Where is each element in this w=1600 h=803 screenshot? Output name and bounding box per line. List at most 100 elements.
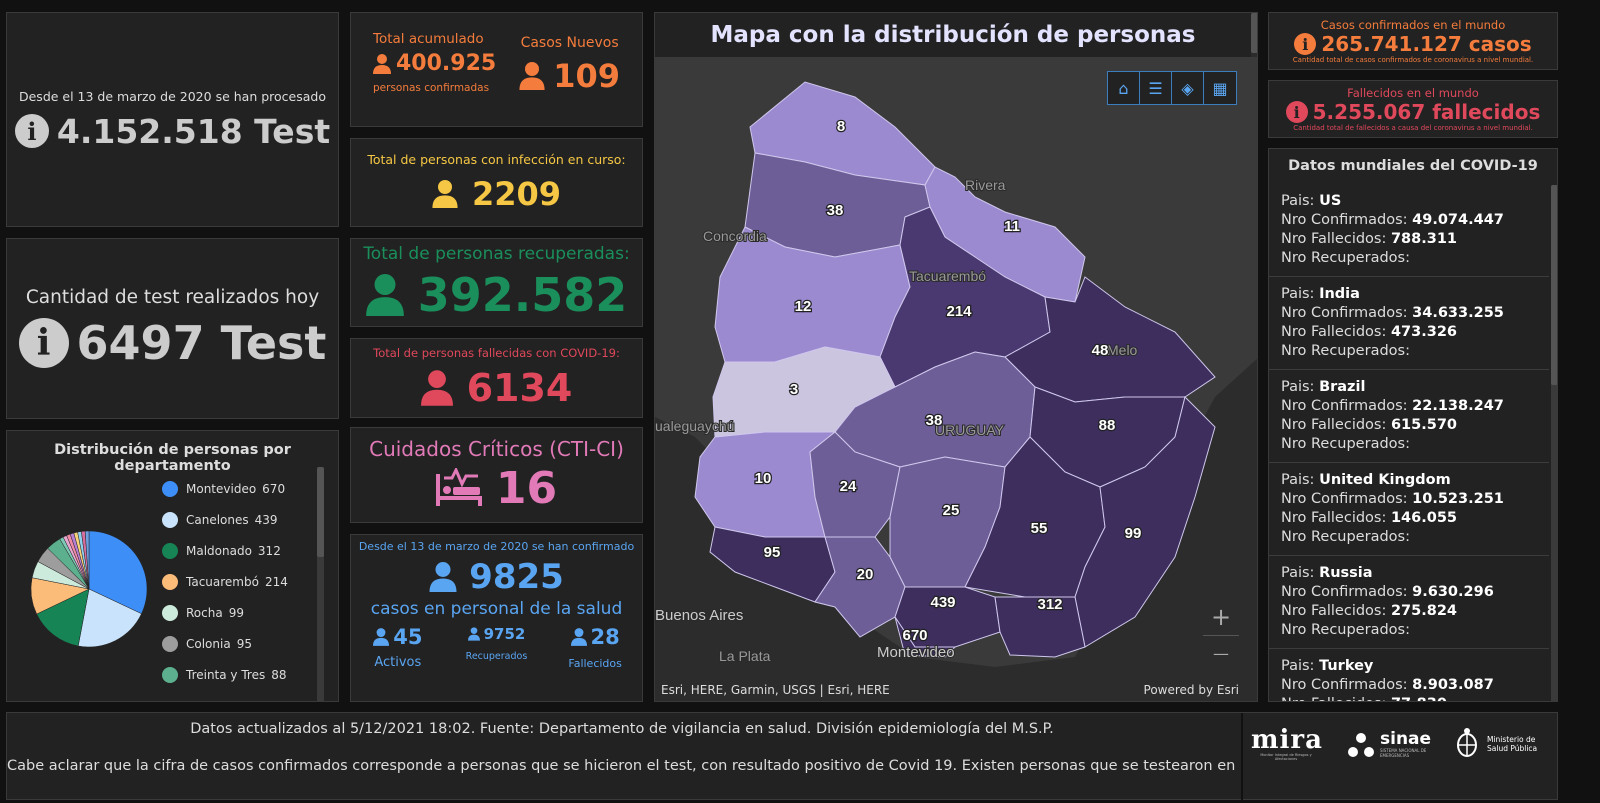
department-count-label[interactable]: 25	[941, 501, 960, 521]
department-count-label[interactable]: 439	[929, 593, 957, 613]
department-count-label[interactable]: 12	[793, 297, 812, 317]
country-confirmed-label: Nro Confirmados:	[1281, 212, 1413, 228]
legend-item[interactable]: Tacuarembó 214	[162, 566, 288, 597]
pie-slice[interactable]	[77, 588, 142, 648]
map-place-label: URUGUAY	[935, 422, 1005, 438]
department-count-label[interactable]: 48	[1090, 341, 1109, 361]
department-count-label[interactable]: 670	[901, 626, 929, 646]
country-item[interactable]: Pais: United Kingdom Nro Confirmados: 10.…	[1269, 463, 1549, 556]
legend-list-icon[interactable]: ☰	[1140, 72, 1172, 104]
world-confirmed-value: 265.741.127 casos	[1321, 32, 1532, 56]
map-attribution: Esri, HERE, Garmin, USGS | Esri, HERE	[661, 683, 890, 697]
layers-icon[interactable]: ◈	[1172, 72, 1204, 104]
country-recovered-label: Nro Recuperados:	[1281, 343, 1410, 359]
world-data-scroll-thumb[interactable]	[1551, 185, 1557, 385]
countries-list: Pais: US Nro Confirmados: 49.074.447 Nro F…	[1269, 184, 1549, 701]
person-icon	[467, 627, 480, 641]
legend-label: Treinta y Tres	[186, 667, 266, 682]
map-canvas[interactable]: Rivera Concordia Tacuarembó Melo URUGUAY uale…	[655, 57, 1258, 702]
sinae-emblem-icon	[1348, 732, 1374, 757]
department-count-label[interactable]: 99	[1123, 524, 1142, 544]
person-icon	[429, 562, 457, 592]
pie-slice[interactable]	[88, 530, 148, 615]
country-item[interactable]: Pais: Turkey Nro Confirmados: 8.903.087 Nr…	[1269, 649, 1549, 701]
health-staff-panel: Desde el 13 de marzo de 2020 se han conf…	[350, 534, 643, 702]
country-confirmed-label: Nro Confirmados:	[1281, 584, 1413, 600]
staff-deceased-label: Fallecidos	[568, 657, 622, 670]
country-confirmed-label: Nro Confirmados:	[1281, 491, 1413, 507]
tests-total-value: 4.152.518 Test	[56, 111, 331, 151]
department-count-label[interactable]: 20	[855, 565, 874, 585]
coat-of-arms-icon	[1457, 728, 1477, 757]
distribution-scrollbar[interactable]	[317, 467, 324, 701]
legend-value: 214	[264, 574, 288, 589]
country-confirmed-value: 8.903.087	[1412, 677, 1494, 693]
legend-swatch	[162, 573, 178, 590]
department-count-label[interactable]: 38	[924, 411, 943, 431]
country-item[interactable]: Pais: India Nro Confirmados: 34.633.255 Nr…	[1269, 277, 1549, 370]
world-confirmed-label: Casos confirmados en el mundo	[1320, 18, 1506, 32]
country-deaths-value: 473.326	[1390, 324, 1458, 340]
legend-item[interactable]: Colonia 95	[162, 628, 288, 659]
dept-montevideo	[894, 616, 957, 658]
country-deaths-value: 275.824	[1390, 603, 1458, 619]
staff-recovered-value: 9752	[483, 625, 526, 643]
world-confirmed-panel: Casos confirmados en el mundo i 265.741.…	[1268, 12, 1558, 70]
department-count-label[interactable]: 24	[838, 477, 858, 497]
deceased-value: 6134	[466, 366, 573, 410]
legend-item[interactable]: Rocha 99	[162, 597, 288, 628]
legend-item[interactable]: Montevideo 670	[162, 473, 288, 504]
country-name-label: Pais:	[1281, 379, 1320, 395]
pie-slice[interactable]	[36, 588, 90, 647]
department-count-label[interactable]: 214	[945, 302, 973, 322]
department-count-label[interactable]: 10	[753, 469, 772, 489]
department-count-label[interactable]: 55	[1029, 519, 1048, 539]
legend-label: Tacuarembó	[186, 574, 259, 589]
legend-item[interactable]: Maldonado 312	[162, 535, 288, 566]
msp-logo: Ministerio de Salud Pública	[1453, 727, 1549, 761]
map-scrollbar[interactable]	[1251, 13, 1257, 53]
accumulated-value: 400.925	[396, 51, 497, 76]
critical-value: 16	[495, 462, 558, 514]
department-count-label[interactable]: 38	[825, 201, 844, 221]
hospital-bed-icon	[435, 468, 482, 506]
pie-slice[interactable]	[84, 530, 90, 590]
footer-line-2: Cabe aclarar que la cifra de casos confi…	[7, 758, 1237, 774]
critical-label: Cuidados Críticos (CTI-CI)	[369, 436, 624, 461]
country-item[interactable]: Pais: Russia Nro Confirmados: 9.630.296 Nr…	[1269, 556, 1549, 649]
powered-by-esri[interactable]: Powered by Esri	[1143, 683, 1239, 697]
tests-total-caption: Desde el 13 de marzo de 2020 se han proc…	[18, 88, 326, 104]
qr-grid-icon[interactable]: ▦	[1212, 78, 1228, 98]
country-recovered-label: Nro Recuperados:	[1281, 622, 1410, 638]
dept-maldonado	[994, 596, 1086, 658]
distribution-scroll-thumb[interactable]	[317, 467, 324, 557]
country-name-label: Pais:	[1281, 193, 1320, 209]
country-recovered-label: Nro Recuperados:	[1281, 529, 1410, 545]
world-data-scrollbar[interactable]	[1551, 185, 1557, 701]
country-deaths-value: 788.311	[1390, 231, 1458, 247]
home-icon[interactable]: ⌂	[1108, 72, 1140, 104]
accumulated-panel: Total acumulado 400.925 personas confirm…	[350, 12, 643, 127]
map-place-label: Buenos Aires	[655, 607, 743, 624]
country-recovered-label: Nro Recuperados:	[1281, 250, 1410, 266]
department-count-label[interactable]: 11	[1003, 217, 1021, 237]
active-label: Total de personas con infección en curso…	[367, 152, 626, 167]
active-panel: Total de personas con infección en curso…	[350, 138, 643, 227]
department-count-label[interactable]: 88	[1097, 416, 1116, 436]
deceased-label: Total de personas fallecidas con COVID-1…	[373, 346, 620, 360]
legend-item[interactable]: Treinta y Tres 88	[162, 659, 288, 690]
zoom-out-button[interactable]: —	[1203, 635, 1239, 671]
department-count-label[interactable]: 3	[789, 380, 800, 400]
zoom-in-button[interactable]: +	[1210, 603, 1232, 631]
department-count-label[interactable]: 8	[836, 117, 847, 137]
staff-active-value: 45	[393, 625, 423, 649]
country-deaths-value: 146.055	[1390, 510, 1458, 526]
world-deaths-panel: Fallecidos en el mundo i 5.255.067 falle…	[1268, 80, 1558, 138]
country-item[interactable]: Pais: Brazil Nro Confirmados: 22.138.247 N…	[1269, 370, 1549, 463]
tests-today-panel: Cantidad de test realizados hoy i 6497 T…	[6, 238, 339, 419]
department-count-label[interactable]: 95	[762, 543, 781, 563]
country-deaths-value: 615.570	[1390, 417, 1458, 433]
legend-item[interactable]: Canelones 439	[162, 504, 288, 535]
department-count-label[interactable]: 312	[1036, 595, 1064, 615]
country-item[interactable]: Pais: US Nro Confirmados: 49.074.447 Nro F…	[1269, 184, 1549, 277]
